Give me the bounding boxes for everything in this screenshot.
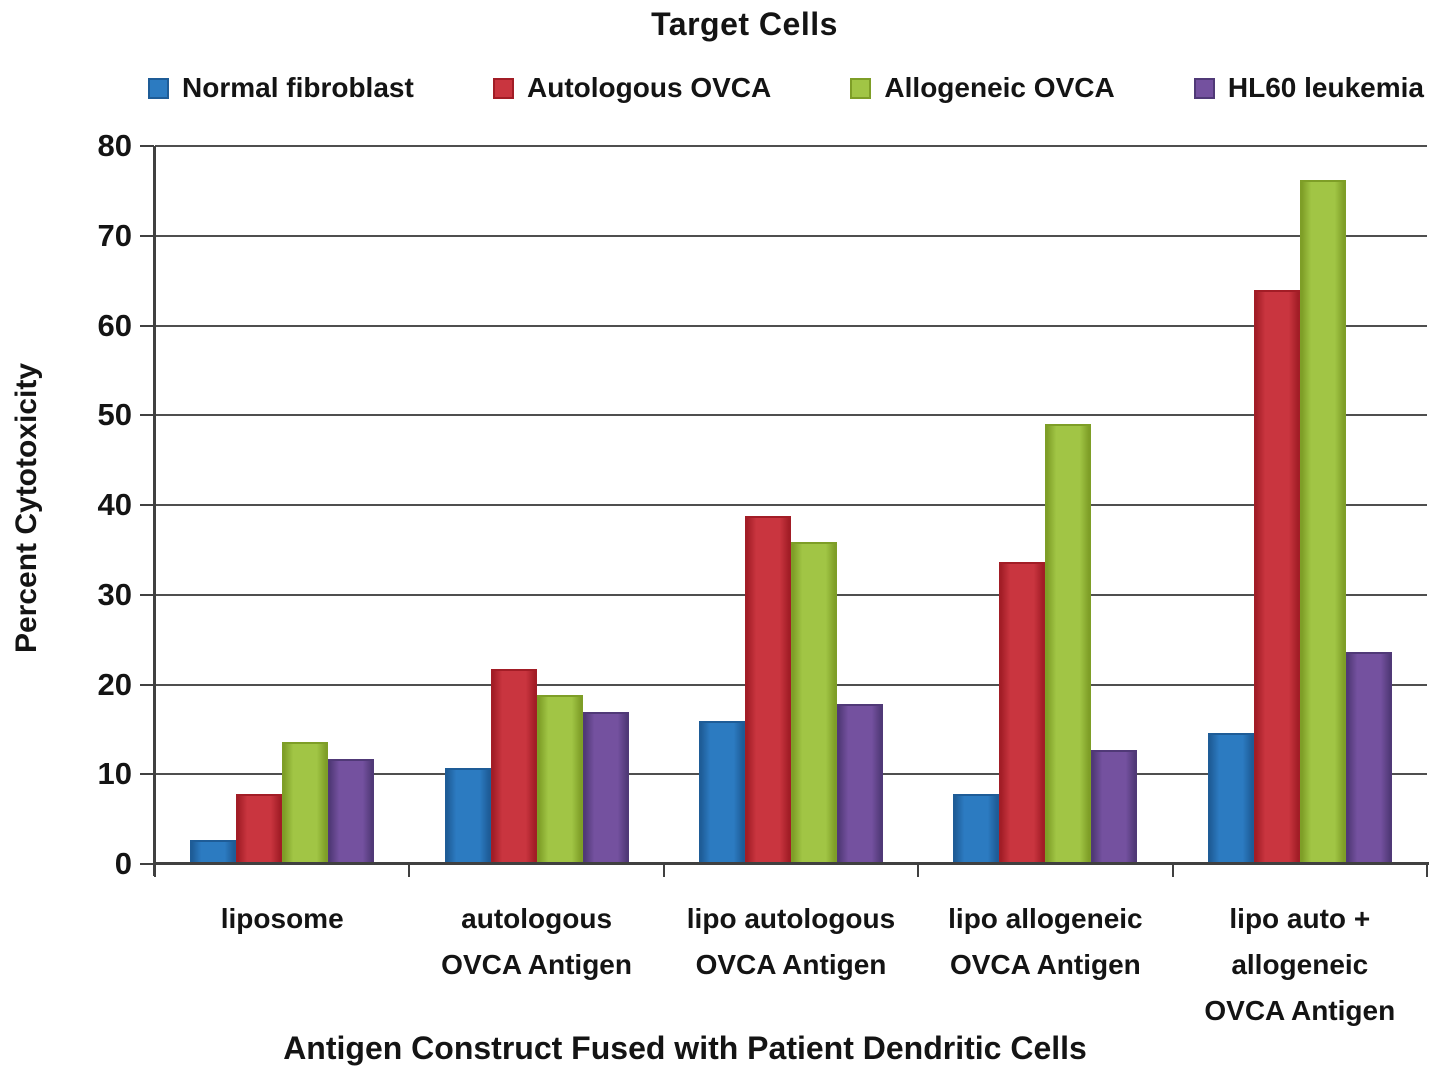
legend-swatch	[850, 77, 872, 99]
bar-normal-fibroblast	[953, 793, 1000, 864]
y-tick-label: 30	[97, 576, 132, 612]
bar-allogeneic-ovca	[282, 741, 329, 864]
gridline	[155, 145, 1427, 147]
y-axis-tick	[140, 234, 154, 237]
bar-hl60-leukemia	[1345, 652, 1392, 864]
x-axis-tick	[408, 864, 411, 877]
x-category-label: lipo allogeneic OVCA Antigen	[948, 903, 1143, 980]
x-axis-line	[153, 862, 1429, 865]
y-axis-tick	[140, 683, 154, 686]
y-tick-label: 80	[97, 128, 132, 163]
bar-allogeneic-ovca	[536, 695, 583, 864]
y-axis-tick	[140, 414, 154, 417]
y-axis-tick	[140, 145, 154, 147]
legend-label: HL60 leukemia	[1227, 72, 1424, 103]
legend-swatch	[1193, 77, 1215, 99]
legend-label: Normal fibroblast	[182, 72, 414, 103]
legend-item-hl60-leukemia: HL60 leukemia	[1193, 72, 1424, 104]
legend-label: Autologous OVCA	[527, 72, 772, 103]
legend-swatch	[148, 77, 169, 99]
bar-autologous-ovca	[999, 561, 1046, 864]
bar-hl60-leukemia	[582, 712, 629, 864]
chart-title: Target Cells	[651, 6, 838, 42]
x-axis-tick	[154, 864, 156, 877]
legend-item-normal-fibroblast: Normal fibroblast	[148, 72, 414, 104]
y-tick-label: 10	[97, 756, 132, 792]
y-axis-tick	[140, 863, 154, 865]
y-tick-label: 40	[97, 487, 132, 522]
y-axis-tick	[140, 773, 154, 776]
legend-item-autologous-ovca: Autologous OVCA	[493, 72, 771, 104]
y-tick-labels: 0 10 20 30 40 50 60 70 80	[58, 129, 132, 881]
plot-area	[140, 145, 1429, 877]
bar-autologous-ovca	[745, 515, 791, 864]
legend-swatch	[493, 77, 515, 99]
bar-hl60-leukemia	[837, 704, 883, 864]
gridline	[155, 414, 1427, 417]
y-tick-label: 0	[114, 846, 132, 881]
bar-autologous-ovca	[1253, 290, 1300, 864]
bar-hl60-leukemia	[1091, 750, 1138, 864]
x-category-label: lipo autologous OVCA Antigen	[686, 903, 896, 980]
x-axis-title: Antigen Construct Fused with Patient Den…	[283, 1030, 1087, 1066]
gridline	[155, 504, 1427, 506]
bar-allogeneic-ovca	[791, 541, 837, 864]
y-tick-label: 20	[97, 666, 132, 702]
x-axis-tick	[1426, 864, 1428, 877]
bar-normal-fibroblast	[190, 839, 237, 864]
y-axis-line	[153, 146, 156, 876]
x-axis-tick	[662, 864, 665, 877]
legend: Normal fibroblast Autologous OVCA Alloge…	[148, 72, 1424, 104]
y-axis-tick	[140, 324, 154, 327]
bar-normal-fibroblast	[444, 767, 491, 864]
x-category-label: liposome	[220, 903, 344, 934]
y-tick-label: 70	[97, 217, 132, 253]
y-axis-title: Percent Cytotoxicity	[10, 362, 43, 654]
x-category-label: autologous OVCA Antigen	[441, 903, 632, 980]
bar-normal-fibroblast	[1207, 732, 1254, 864]
bar-allogeneic-ovca	[1045, 424, 1092, 864]
bar-allogeneic-ovca	[1299, 180, 1346, 864]
bar-autologous-ovca	[236, 793, 283, 864]
legend-item-allogeneic-ovca: Allogeneic OVCA	[850, 72, 1115, 104]
y-tick-label: 60	[97, 307, 132, 343]
x-axis-tick	[917, 864, 920, 877]
x-axis-tick	[1171, 864, 1174, 877]
gridline	[155, 324, 1427, 327]
gridline	[155, 234, 1427, 237]
y-tick-label: 50	[97, 397, 132, 433]
legend-label: Allogeneic OVCA	[884, 72, 1115, 103]
x-category-label: lipo auto + allogeneic OVCA Antigen	[1204, 903, 1396, 1026]
bar-hl60-leukemia	[328, 758, 375, 864]
bar-autologous-ovca	[490, 669, 537, 864]
y-axis-tick	[140, 593, 154, 596]
y-axis-tick	[140, 504, 154, 506]
bar-normal-fibroblast	[699, 721, 745, 864]
